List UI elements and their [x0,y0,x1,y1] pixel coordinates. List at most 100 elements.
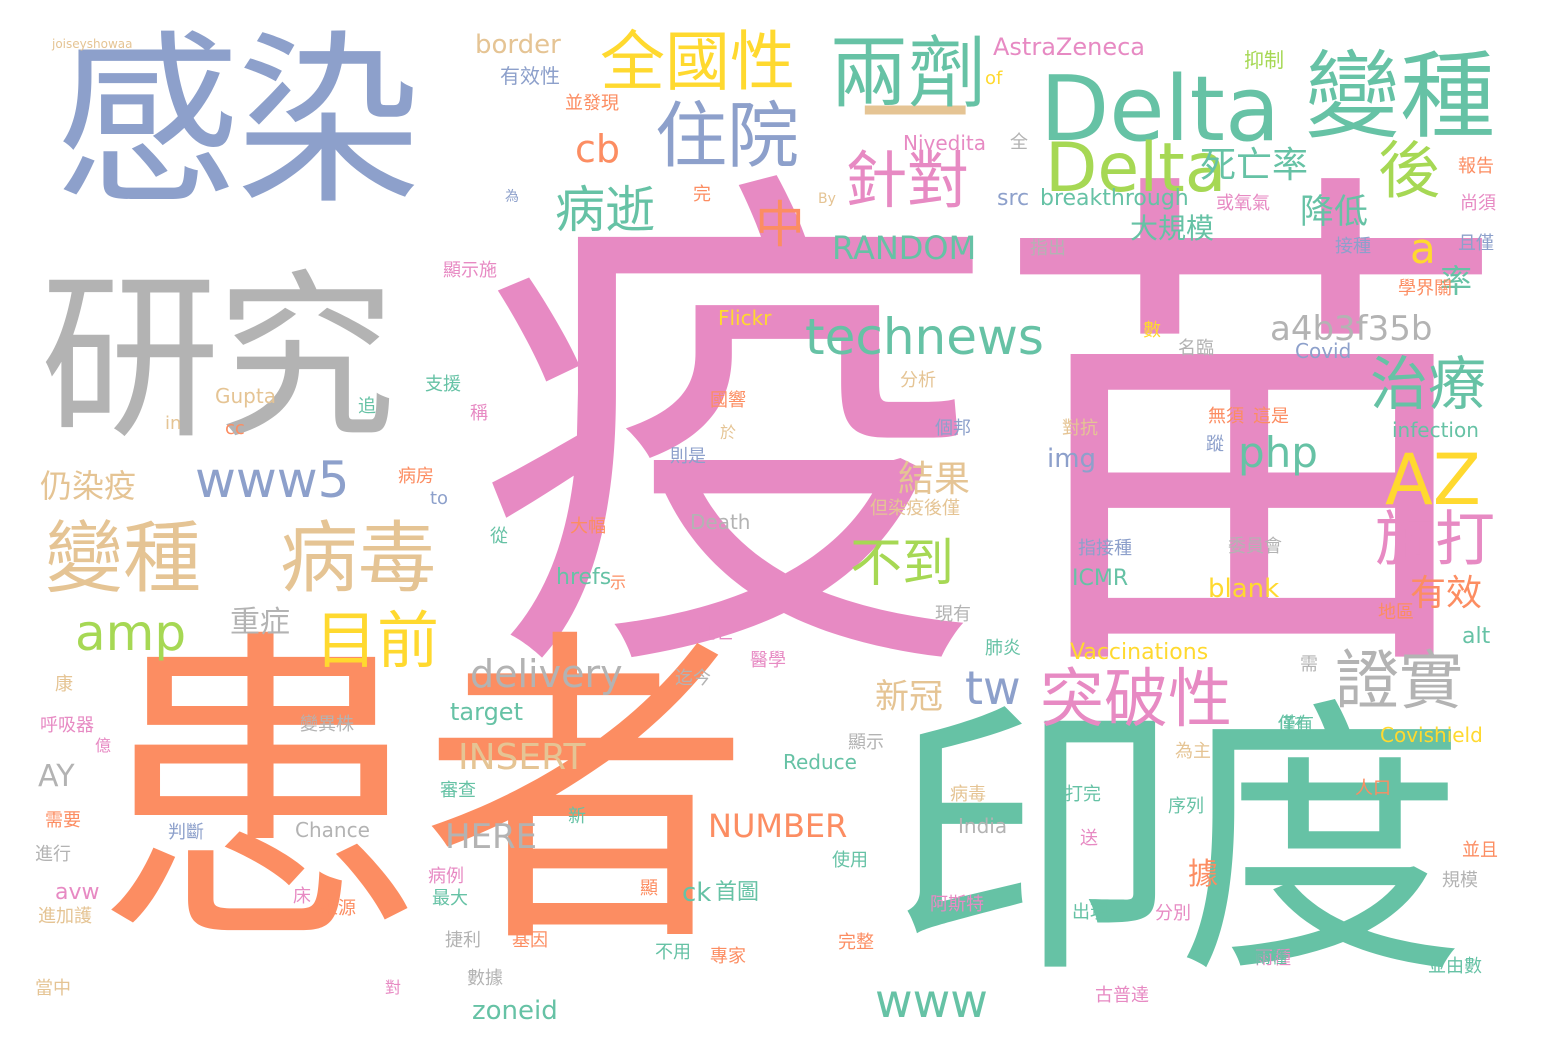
word-cjk-154: 康 [55,674,73,695]
word-cjk-134: 完整 [838,932,874,953]
word-ck: ck [682,878,712,908]
word-cjk-33: 仍染疫 [40,467,137,505]
word-cjk-100: 追 [358,396,376,417]
word-cjk-71: 首圖 [715,880,760,905]
word-cjk-158: 完 [693,184,711,205]
word-cjk-125: 使用 [832,850,868,871]
word-cjk-85: 或氧氣 [1216,193,1270,214]
word-cjk-145: 床 [293,886,311,907]
word-delivery: delivery [470,652,623,696]
word-img: img [1047,444,1097,474]
word-cjk-98: 蹤 [1206,434,1224,455]
word-cjk-102: 病房 [398,466,434,487]
word-delta: Delta [1040,57,1281,162]
word-cjk-1: 患者 [95,603,751,987]
word-www5: www5 [195,451,350,509]
word-cjk-147: 病例 [428,866,464,887]
word-cjk-160: 並發現 [565,93,619,114]
word-cjk-103: 大幅 [570,516,606,537]
word-cjk-92: 則是 [670,446,706,467]
word-cjk-128: 出現 [1072,902,1108,923]
word-cjk-111: 醫學 [750,650,786,671]
word-cjk-151: 進行 [35,844,71,865]
word-cjk-11: 住院 [655,94,800,178]
word-cjk-119: 送 [1080,828,1098,849]
word-number: NUMBER [708,807,848,845]
word-az: AZ [1385,439,1481,521]
word-cjk-94: 於 [720,423,737,442]
word-cjk-44: 新冠 [875,677,943,717]
word-cjk-90: 分析 [900,370,936,391]
word-cjk-153: 億 [95,736,112,755]
word-cjk-82: 報告 [1458,156,1494,177]
word-breakthrough: breakthrough [1040,186,1189,211]
word-src: src [997,186,1030,211]
word-cjk-3: 感染 [55,14,421,230]
word-cjk-97: 這是 [1253,406,1289,427]
word-cjk-114: 需 [1300,654,1318,675]
word-a4b3f35b: a4b3f35b [1270,309,1433,349]
word-cjk-108: 現有 [935,604,971,625]
word-cjk-2: 印度 [890,676,1466,1013]
word-cjk-22: 治療 [1370,350,1487,418]
word-cjk-36: 證實 [1335,645,1463,719]
word-cjk-26: 變種 [45,514,202,604]
word-cjk-129: 分別 [1155,903,1191,924]
word-border: border [475,30,561,60]
word-cjk-35: 突破性 [1040,663,1232,737]
word-cjk-156: 全 [1010,132,1028,153]
word-cjk-110: 死亡 [698,623,734,644]
word-cjk-31: 不到 [850,534,955,594]
word-cjk-107: 指接種 [1078,538,1132,559]
word-cjk-105: 但染疫後僅 [870,498,960,519]
word-cjk-144: 最大 [432,888,468,909]
word-cjk-118: 序列 [1168,796,1204,817]
word-cjk-136: 不用 [655,942,691,963]
word-cjk-101: 稱 [470,403,488,424]
word-cjk-117: 人口 [1355,778,1391,799]
word-reduce: Reduce [783,750,857,774]
word-cjk-124: 新 [568,806,586,827]
word-cjk-149: 進加護 [38,906,92,927]
word-cjk-37: 有效 [1410,573,1483,614]
word-cjk-115: 僅有 [1278,714,1314,735]
word-technews: technews [805,308,1044,366]
word-cjk-84: 且僅 [1458,233,1494,254]
word-cjk-123: 判斷 [168,822,204,843]
word-cjk-48: 率 [1440,262,1473,300]
word-cjk-17: 死亡率 [1200,145,1309,186]
word-by: By [818,191,836,207]
word-amp: amp [75,604,187,662]
word-cjk-40: 重症 [230,605,290,640]
word-icmr: ICMR [1072,566,1129,591]
word-cjk-9: 兩劑 [830,29,987,119]
word-cjk-30: 施打 [1375,505,1495,575]
word-here: HERE [445,817,538,857]
word-cjk-138: 古普達 [1095,985,1149,1006]
word-cjk-122: 審查 [440,780,476,801]
word-delta: Delta [1045,129,1227,208]
word-ay: AY [38,759,75,794]
word-cjk-0: 疫苗 [475,132,1511,738]
word-alt: alt [1462,624,1491,649]
word-covishield: Covishield [1380,723,1483,747]
word-cjk-143: 對 [385,978,402,997]
word-in: in [165,413,182,434]
word-hrefs: hrefs [556,565,612,590]
word-cjk-81: 抑制 [1244,48,1284,72]
word-cjk-131: 捷利 [445,930,481,951]
word-cjk-51: 有效性 [500,64,560,88]
word-cjk-13: 針對 [845,144,970,217]
word-cjk-91: 個邦 [935,418,971,439]
word-cjk-47: 大規模 [1130,212,1215,245]
word-cc: cc [225,418,245,439]
word-cjk-10: 全國性 [600,25,796,100]
word-cjk-120: 打完 [1065,784,1101,805]
word-cjk-104: 從 [490,526,508,547]
word-chance: Chance [295,818,370,842]
word-cjk-12: 後 [1378,134,1441,207]
word-cjk-141: 規模 [1442,870,1478,891]
word-random: RANDOM [832,229,977,267]
word-nivedita: Nivedita [903,131,987,155]
